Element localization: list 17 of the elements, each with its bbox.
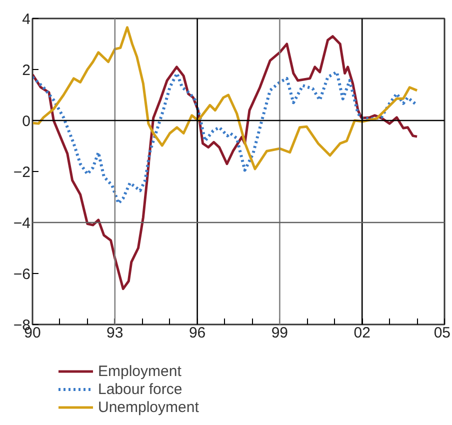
line-series	[32, 70, 419, 205]
y-tick-label: −4	[13, 215, 31, 232]
y-tick-label: −2	[13, 164, 31, 181]
line-series	[32, 26, 418, 170]
y-tick-label: 2	[22, 62, 30, 79]
x-tick-label: 99	[271, 324, 288, 342]
x-tick-label: 02	[354, 324, 370, 342]
line-series	[32, 35, 418, 290]
legend-label: Employment	[98, 362, 182, 380]
x-tick-label: 05	[434, 324, 451, 342]
y-tick-label: −6	[13, 266, 31, 283]
legend-label: Unemployment	[98, 398, 199, 416]
legend-label: Labour force	[98, 380, 182, 398]
y-tick-label: 4	[22, 11, 30, 28]
y-tick-label: 0	[22, 113, 30, 130]
x-tick-label: 96	[188, 324, 206, 342]
x-tick-label: 93	[106, 324, 124, 342]
